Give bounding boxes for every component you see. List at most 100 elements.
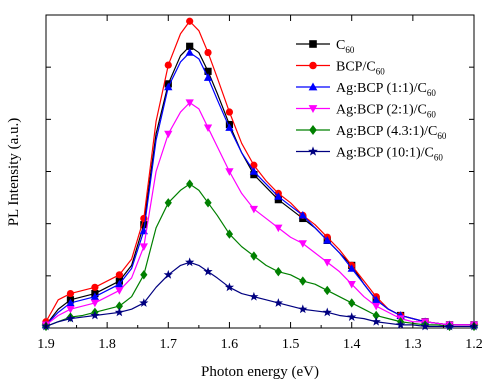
x-tick-label: 1.6 [221, 337, 239, 352]
data-point [66, 305, 75, 314]
data-point [139, 243, 148, 251]
legend: C60 BCP/C60 Ag:BCP (1:1)/C60 Ag:BCP (2:1)/C… [296, 38, 447, 163]
data-point [185, 257, 195, 267]
data-point [322, 307, 332, 317]
data-point [225, 229, 234, 239]
data-point [164, 130, 173, 139]
y-axis-title: PL Intensity (a.u.) [6, 118, 22, 227]
data-point [186, 42, 194, 50]
x-axis: 1.9 1.8 1.7 1.6 1.5 1.4 1.3 1.2 [37, 15, 483, 352]
data-point [115, 301, 123, 311]
data-point [249, 205, 259, 214]
data-point [274, 192, 283, 200]
data-point [90, 310, 100, 320]
data-point [115, 271, 123, 279]
data-point [274, 266, 282, 277]
legend-item: Ag:BCP (10:1)/C60 [296, 146, 443, 163]
legend-label: BCP/C60 [336, 60, 385, 77]
data-point [372, 295, 381, 304]
data-point [203, 73, 213, 81]
data-point [204, 198, 212, 208]
data-point [203, 124, 213, 132]
data-point [396, 320, 406, 329]
legend-label: Ag:BCP (4.3:1)/C60 [336, 124, 447, 141]
data-point [114, 307, 124, 317]
data-point [225, 168, 234, 176]
x-tick-label: 1.3 [404, 337, 422, 352]
data-point [299, 276, 307, 286]
series-5 [42, 179, 478, 332]
series-2 [42, 17, 478, 329]
data-point [249, 291, 259, 301]
data-point [204, 48, 212, 57]
x-tick-label: 1.7 [160, 337, 178, 352]
data-point [323, 285, 331, 296]
legend-item: BCP/C60 [296, 60, 385, 77]
legend-label: Ag:BCP (1:1)/C60 [336, 81, 436, 98]
data-point [224, 282, 235, 292]
legend-marker [309, 40, 317, 48]
x-tick-label: 1.5 [282, 337, 300, 352]
data-point [250, 251, 258, 261]
legend-marker [309, 61, 317, 70]
data-point [323, 259, 332, 267]
data-point [371, 316, 381, 326]
data-point [66, 289, 75, 298]
data-point [204, 67, 212, 75]
legend-marker [308, 82, 318, 91]
data-point [90, 292, 100, 300]
data-point [372, 302, 381, 311]
data-point [185, 99, 194, 107]
legend-label: C60 [336, 38, 355, 55]
data-point [323, 236, 332, 244]
data-point [420, 321, 430, 331]
data-point [91, 283, 99, 291]
legend-label: Ag:BCP (2:1)/C60 [336, 103, 436, 120]
y-axis [46, 66, 474, 277]
data-point [274, 224, 283, 233]
data-point [140, 221, 148, 229]
data-point [140, 270, 148, 280]
data-point [139, 298, 149, 307]
x-tick-label: 1.8 [98, 337, 116, 352]
data-point [347, 280, 356, 289]
data-point [298, 304, 308, 314]
data-point [298, 211, 307, 219]
data-point [347, 312, 357, 321]
data-point [65, 313, 76, 323]
legend-marker [308, 146, 318, 156]
legend-marker [309, 125, 317, 135]
data-point [186, 179, 194, 189]
data-point [186, 17, 194, 25]
data-point [250, 161, 258, 169]
legend-item: C60 [296, 38, 355, 55]
data-point [164, 82, 173, 91]
series-line [45, 20, 474, 326]
data-point [348, 298, 356, 308]
x-tick-label: 1.2 [465, 337, 483, 352]
legend-item: Ag:BCP (1:1)/C60 [296, 81, 436, 98]
x-tick-label: 1.4 [343, 337, 361, 352]
legend-marker [308, 105, 318, 114]
data-point [225, 123, 234, 131]
legend-item: Ag:BCP (4.3:1)/C60 [296, 124, 447, 141]
data-point [444, 321, 455, 331]
data-point [66, 298, 75, 307]
plot-frame [45, 14, 475, 329]
data-point [115, 279, 124, 288]
data-point [298, 240, 307, 248]
data-point [225, 108, 234, 116]
series-layer [41, 17, 479, 332]
legend-label: Ag:BCP (10:1)/C60 [336, 146, 443, 163]
data-point [163, 269, 173, 279]
data-point [90, 299, 100, 308]
x-axis-title: Photon energy (eV) [201, 364, 319, 380]
data-point [347, 264, 356, 272]
x-tick-label: 1.9 [37, 337, 55, 352]
data-point [164, 61, 172, 69]
data-point [185, 48, 194, 56]
legend-item: Ag:BCP (2:1)/C60 [296, 103, 436, 120]
data-point [203, 266, 213, 276]
data-point [164, 198, 172, 208]
